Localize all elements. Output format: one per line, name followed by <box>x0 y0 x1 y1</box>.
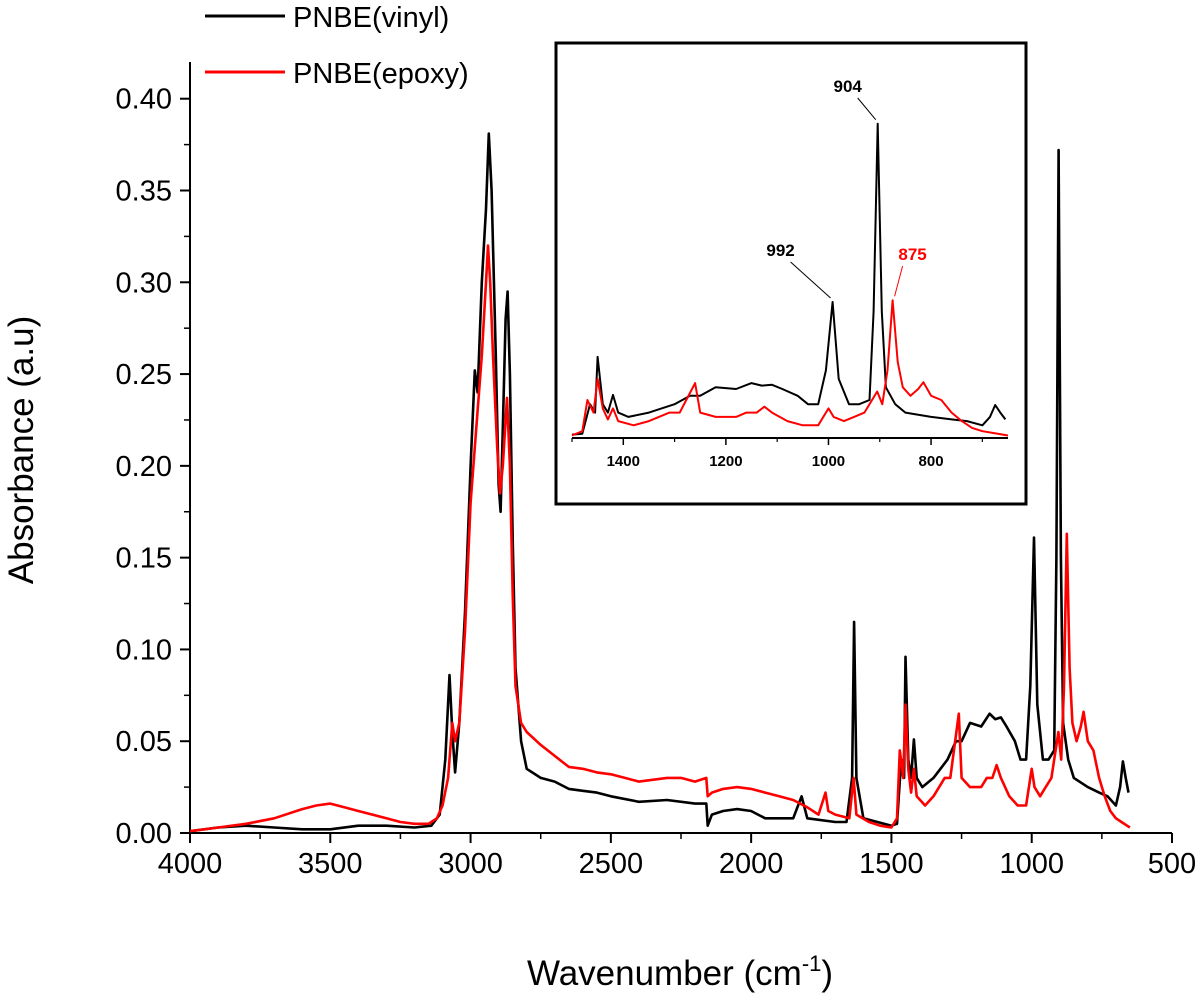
series-line-epoxy <box>189 244 1131 833</box>
y-tick-label: 0.25 <box>116 359 172 391</box>
peak-label-904: 904 <box>834 77 863 96</box>
peak-label-992: 992 <box>766 241 794 260</box>
y-tick-label: 0.20 <box>116 451 172 483</box>
series-line-vinyl <box>189 132 1130 833</box>
y-tick-label: 0.00 <box>116 818 172 850</box>
y-tick-label: 0.15 <box>116 543 172 575</box>
y-tick-label: 0.05 <box>116 726 172 758</box>
y-tick-label: 0.10 <box>116 634 172 666</box>
x-tick-label: 3000 <box>438 848 503 880</box>
inset-x-tick-label: 1000 <box>812 453 845 470</box>
x-tick-label: 500 <box>1148 848 1196 880</box>
main-series-group <box>189 132 1131 833</box>
inset-series-group <box>571 122 1009 437</box>
peak-label-875: 875 <box>898 245 926 264</box>
x-tick-label: 3500 <box>298 848 363 880</box>
inset-x-tick-label: 1200 <box>709 453 742 470</box>
y-tick-label: 0.35 <box>116 176 172 208</box>
y-tick-label: 0.40 <box>116 84 172 116</box>
inset-annotations: 904 992 875 <box>766 77 927 299</box>
legend: PNBE(vinyl) PNBE(epoxy) <box>205 2 469 90</box>
y-axis-title: Absorbance (a.u) <box>2 316 41 584</box>
inset-series-line-vinyl <box>571 122 1007 436</box>
peak-leader-875 <box>894 265 904 297</box>
legend-label-vinyl: PNBE(vinyl) <box>293 2 449 34</box>
inset-x-tick-label: 800 <box>919 453 944 470</box>
x-tick-label: 2000 <box>719 848 784 880</box>
inset-frame <box>554 41 1028 506</box>
main-axes: 4000 3500 3000 2500 2000 1500 1000 500 0.00 0.05 0… <box>116 62 1196 880</box>
x-axis-title: Wavenumber (cm-1) <box>527 951 833 993</box>
x-tick-label: 1000 <box>999 848 1064 880</box>
inset-axes: 1400 1200 1000 800 <box>571 437 1008 470</box>
inset-series-line-epoxy <box>571 299 1009 437</box>
x-tick-label: 1500 <box>859 848 924 880</box>
y-tick-label: 0.30 <box>116 267 172 299</box>
x-tick-label: 2500 <box>579 848 644 880</box>
peak-leader-904 <box>857 97 877 120</box>
peak-leader-992 <box>790 261 831 299</box>
inset-x-tick-label: 1400 <box>607 453 640 470</box>
x-tick-label: 4000 <box>158 848 223 880</box>
legend-label-epoxy: PNBE(epoxy) <box>293 58 469 90</box>
